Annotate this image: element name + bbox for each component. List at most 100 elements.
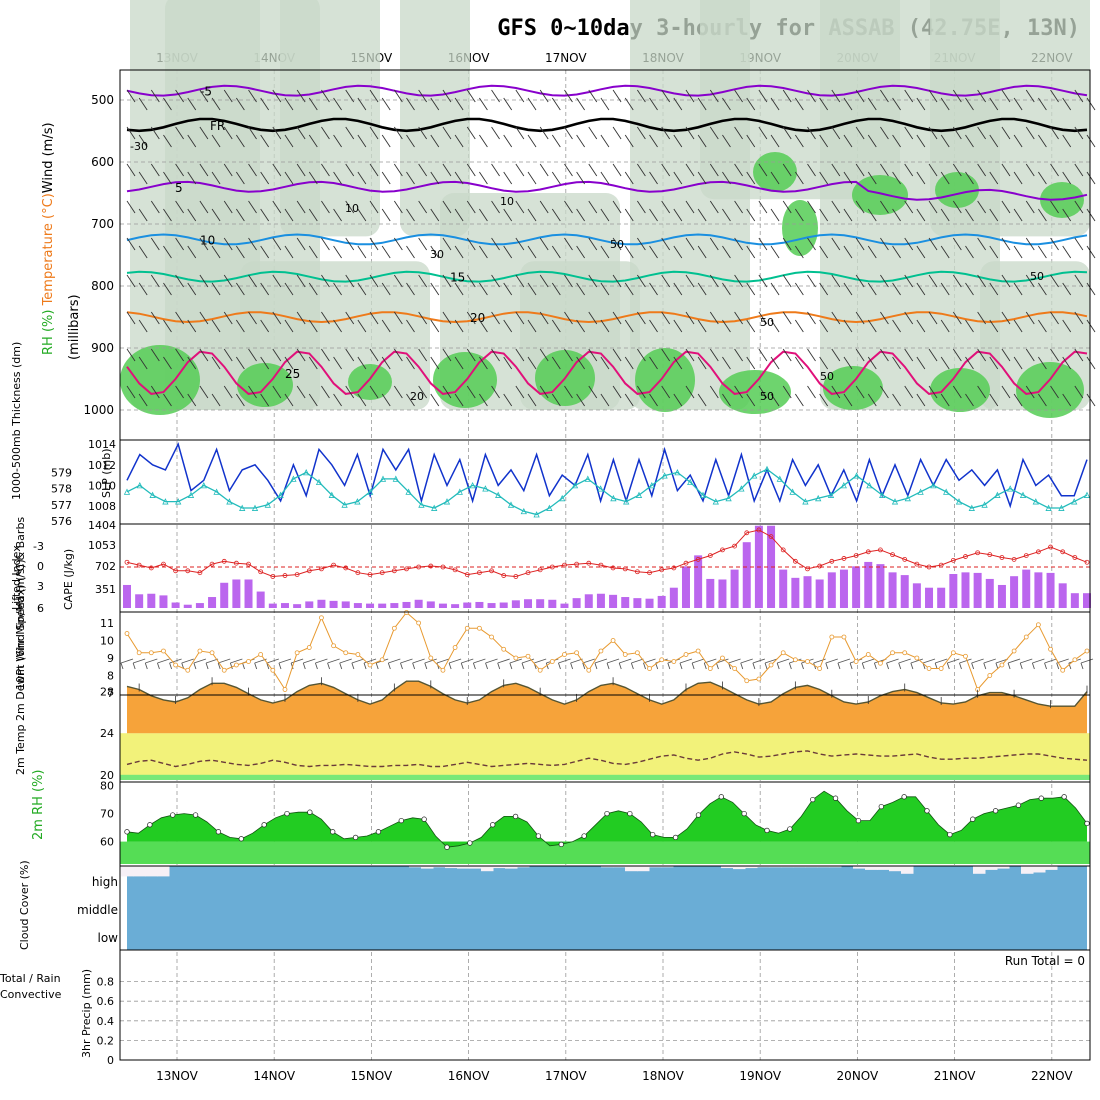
cape-bar — [864, 561, 873, 608]
surface-wind-barb — [1080, 658, 1094, 664]
cape-bar — [560, 603, 569, 608]
li-point — [173, 568, 179, 574]
li-point — [562, 562, 567, 568]
wind-barb — [794, 356, 804, 370]
cape-bar — [949, 574, 958, 608]
thickness-point — [175, 498, 182, 505]
thickness-point — [815, 494, 822, 502]
wind-speed-point — [914, 655, 920, 661]
wind-barb — [406, 356, 415, 370]
wind-barb — [308, 245, 318, 259]
wind-barb — [794, 208, 804, 222]
wind-barb — [491, 237, 500, 251]
temp-band-cool — [120, 774, 1090, 780]
wind-barb — [819, 356, 829, 370]
rh-point — [261, 822, 267, 828]
cape-bar — [961, 572, 970, 608]
wind-barb — [843, 134, 853, 148]
cape-bar — [536, 599, 545, 608]
rh-point — [124, 829, 130, 835]
li-point — [1060, 549, 1066, 555]
wind-barb — [588, 200, 598, 214]
surface-wind-barb — [983, 662, 987, 670]
wind-barb — [977, 311, 987, 325]
thickness-point — [149, 491, 156, 498]
wind-barb — [661, 163, 671, 177]
wind-barb — [223, 237, 233, 251]
wind-barb — [880, 385, 889, 399]
wind-barb — [965, 97, 974, 111]
wind-barb — [527, 319, 537, 333]
surface-wind-barb — [740, 662, 744, 670]
contour-label: 25 — [285, 367, 300, 381]
wind-barb — [989, 393, 999, 407]
wind-barb — [722, 245, 731, 259]
wind-barb — [794, 393, 804, 407]
wind-barb — [843, 319, 853, 333]
clear-sky-segment — [145, 866, 158, 877]
surface-wind-barb — [740, 658, 753, 664]
wind-barb — [952, 311, 962, 325]
cape-bar — [900, 575, 909, 608]
wind-barb — [746, 171, 756, 185]
wind-speed-point — [416, 620, 422, 626]
wind-speed-point — [598, 648, 604, 654]
cape-bar — [353, 603, 362, 608]
wind-barb — [892, 208, 901, 222]
wind-barb — [211, 319, 221, 333]
wind-barb — [357, 97, 367, 111]
surface-wind-barb — [1080, 662, 1084, 670]
wind-barb — [321, 200, 330, 214]
wind-barb — [551, 97, 561, 111]
thickness-line — [126, 468, 1088, 516]
wind-barb — [977, 237, 987, 251]
wind-speed-point — [671, 659, 677, 664]
wind-barb — [150, 126, 160, 140]
wind-barb — [515, 126, 525, 140]
surface-wind-barb — [266, 662, 270, 670]
wind-barb — [564, 237, 573, 251]
wind-barb — [588, 311, 598, 325]
wind-barb — [1050, 163, 1059, 177]
wind-barb — [284, 245, 294, 259]
wind-barb — [977, 126, 987, 140]
wind-barb — [406, 208, 415, 222]
clear-sky-segment — [601, 866, 614, 868]
surface-wind-barb — [157, 658, 170, 664]
wind-barb — [624, 356, 634, 370]
clear-sky-segment — [469, 866, 482, 869]
wind-barb — [491, 311, 500, 325]
wind-barb — [855, 311, 865, 325]
wind-barb — [612, 89, 622, 103]
wind-barb — [430, 245, 440, 259]
rh-contour-label: 10 — [500, 195, 514, 208]
surface-wind-barb — [849, 662, 853, 670]
cape-bar — [779, 569, 788, 608]
wind-barb — [588, 89, 598, 103]
wind-barb — [321, 311, 330, 325]
wind-barb — [345, 126, 355, 140]
thickness-point — [648, 481, 655, 489]
surface-wind-barb — [521, 662, 525, 670]
wind-barb — [867, 97, 877, 111]
wind-barb — [758, 89, 768, 103]
rh-shade — [400, 0, 470, 237]
wind-barb — [321, 126, 330, 140]
wind-barb — [880, 311, 889, 325]
precip-tick-label: 0 — [107, 1054, 114, 1067]
cape-bar — [475, 601, 484, 608]
wind-speed-point — [161, 648, 166, 654]
wind-barb — [211, 134, 221, 148]
wind-barb — [770, 208, 780, 222]
wind-barb — [637, 89, 646, 103]
contour-label: 15 — [450, 271, 465, 285]
wind-barb — [782, 385, 792, 399]
surface-wind-barb — [133, 658, 146, 664]
clear-sky-segment — [853, 866, 866, 869]
surface-wind-barb — [132, 662, 136, 670]
wind-barb — [1013, 134, 1023, 148]
wind-barb — [649, 134, 658, 148]
wind-barb — [296, 89, 306, 103]
wind-barb — [260, 208, 270, 222]
wind-barb — [527, 208, 537, 222]
